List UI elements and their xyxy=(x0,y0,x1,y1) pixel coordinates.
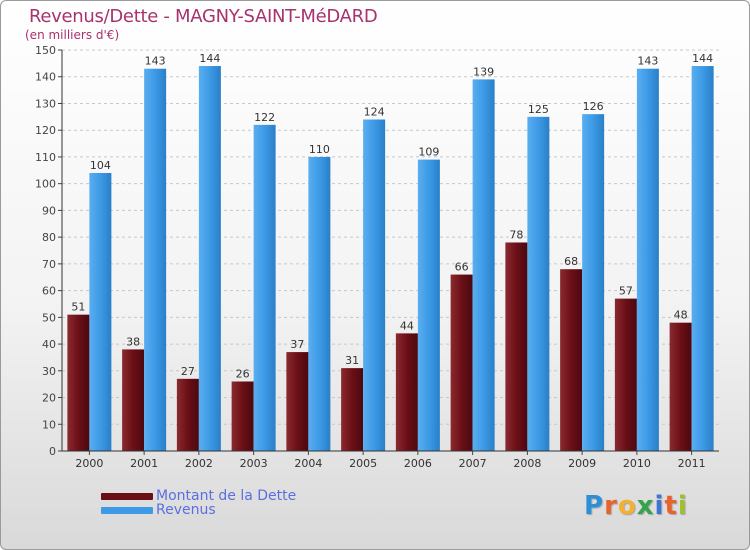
x-tick-label: 2002 xyxy=(185,457,213,470)
bar-dette xyxy=(560,269,583,451)
x-tick-label: 2011 xyxy=(678,457,706,470)
bar-dette xyxy=(669,322,692,451)
y-tick-label: 60 xyxy=(42,285,56,298)
data-label-dette: 48 xyxy=(674,309,688,322)
data-label-revenus: 139 xyxy=(473,65,494,78)
data-label-revenus: 124 xyxy=(364,106,385,119)
y-tick-label: 0 xyxy=(49,445,56,458)
x-tick-label: 2005 xyxy=(349,457,377,470)
data-label-revenus: 122 xyxy=(254,111,275,124)
y-tick-label: 30 xyxy=(42,365,56,378)
data-label-revenus: 125 xyxy=(528,103,549,116)
bar-revenus xyxy=(198,66,221,451)
data-label-dette: 57 xyxy=(619,285,633,298)
y-tick-label: 110 xyxy=(35,151,56,164)
chart-subtitle: (en milliers d'€) xyxy=(25,28,120,42)
y-tick-label: 70 xyxy=(42,258,56,271)
logo-letter: t xyxy=(664,491,678,521)
data-label-revenus: 143 xyxy=(637,55,658,68)
data-label-dette: 31 xyxy=(345,354,359,367)
bar-dette xyxy=(231,381,254,451)
logo-letter: i xyxy=(677,491,688,521)
x-tick-label: 2008 xyxy=(513,457,541,470)
bar-dette xyxy=(122,349,145,451)
bar-dette xyxy=(67,314,90,451)
data-label-dette: 38 xyxy=(126,335,140,348)
bar-dette xyxy=(286,352,309,451)
x-tick-label: 2007 xyxy=(459,457,487,470)
bar-revenus xyxy=(691,66,714,451)
bar-revenus xyxy=(253,124,276,451)
data-label-revenus: 143 xyxy=(145,55,166,68)
y-tick-label: 20 xyxy=(42,392,56,405)
y-tick-label: 10 xyxy=(42,418,56,431)
x-tick-label: 2003 xyxy=(240,457,268,470)
y-tick-label: 80 xyxy=(42,231,56,244)
x-tick-label: 2000 xyxy=(75,457,103,470)
x-tick-label: 2004 xyxy=(294,457,322,470)
chart-title: Revenus/Dette - MAGNY-SAINT-MéDARD xyxy=(29,6,378,27)
data-label-revenus: 104 xyxy=(90,159,111,172)
data-label-dette: 26 xyxy=(236,367,250,380)
bar-dette xyxy=(614,298,637,451)
y-tick-label: 40 xyxy=(42,338,56,351)
data-label-revenus: 110 xyxy=(309,143,330,156)
legend-label-dette: Montant de la Dette xyxy=(156,488,297,504)
x-tick-label: 2010 xyxy=(623,457,651,470)
bar-dette xyxy=(450,274,473,451)
y-tick-label: 100 xyxy=(35,178,56,191)
y-tick-label: 140 xyxy=(35,71,56,84)
bar-dette xyxy=(341,368,364,451)
logo-letter: i xyxy=(654,491,665,521)
data-label-dette: 37 xyxy=(290,338,304,351)
y-tick-label: 120 xyxy=(35,124,56,137)
data-label-dette: 51 xyxy=(71,301,85,314)
x-tick-label: 2006 xyxy=(404,457,432,470)
y-tick-label: 150 xyxy=(35,44,56,57)
bar-revenus xyxy=(582,114,605,451)
y-tick-label: 50 xyxy=(42,311,56,324)
bar-dette xyxy=(176,378,199,451)
legend-swatch-revenus xyxy=(101,507,153,514)
data-label-dette: 44 xyxy=(400,319,414,332)
proxiti-logo: Proxiti xyxy=(584,491,688,521)
bar-revenus xyxy=(144,68,167,452)
bar-revenus xyxy=(527,116,550,451)
data-label-revenus: 126 xyxy=(583,100,604,113)
bar-dette xyxy=(505,242,528,451)
logo-letter: o xyxy=(617,491,637,521)
bar-revenus xyxy=(472,79,495,451)
bar-dette xyxy=(395,333,418,451)
bar-revenus xyxy=(308,156,331,451)
bar-revenus xyxy=(363,119,386,452)
data-label-dette: 78 xyxy=(509,228,523,241)
data-label-revenus: 144 xyxy=(692,52,713,65)
logo-letter: P xyxy=(584,491,605,521)
bar-revenus xyxy=(636,68,659,452)
data-label-revenus: 144 xyxy=(199,52,220,65)
bar-revenus xyxy=(417,159,440,451)
legend-swatch-dette xyxy=(101,493,153,500)
y-tick-label: 90 xyxy=(42,204,56,217)
data-label-dette: 68 xyxy=(564,255,578,268)
data-label-dette: 66 xyxy=(455,261,469,274)
x-tick-label: 2001 xyxy=(130,457,158,470)
y-tick-label: 130 xyxy=(35,97,56,110)
bar-revenus xyxy=(89,172,112,451)
legend-label-revenus: Revenus xyxy=(156,502,216,518)
x-tick-label: 2009 xyxy=(568,457,596,470)
data-label-revenus: 109 xyxy=(418,146,439,159)
data-label-dette: 27 xyxy=(181,365,195,378)
logo-letter: r xyxy=(604,491,618,521)
logo-letter: x xyxy=(636,491,655,521)
